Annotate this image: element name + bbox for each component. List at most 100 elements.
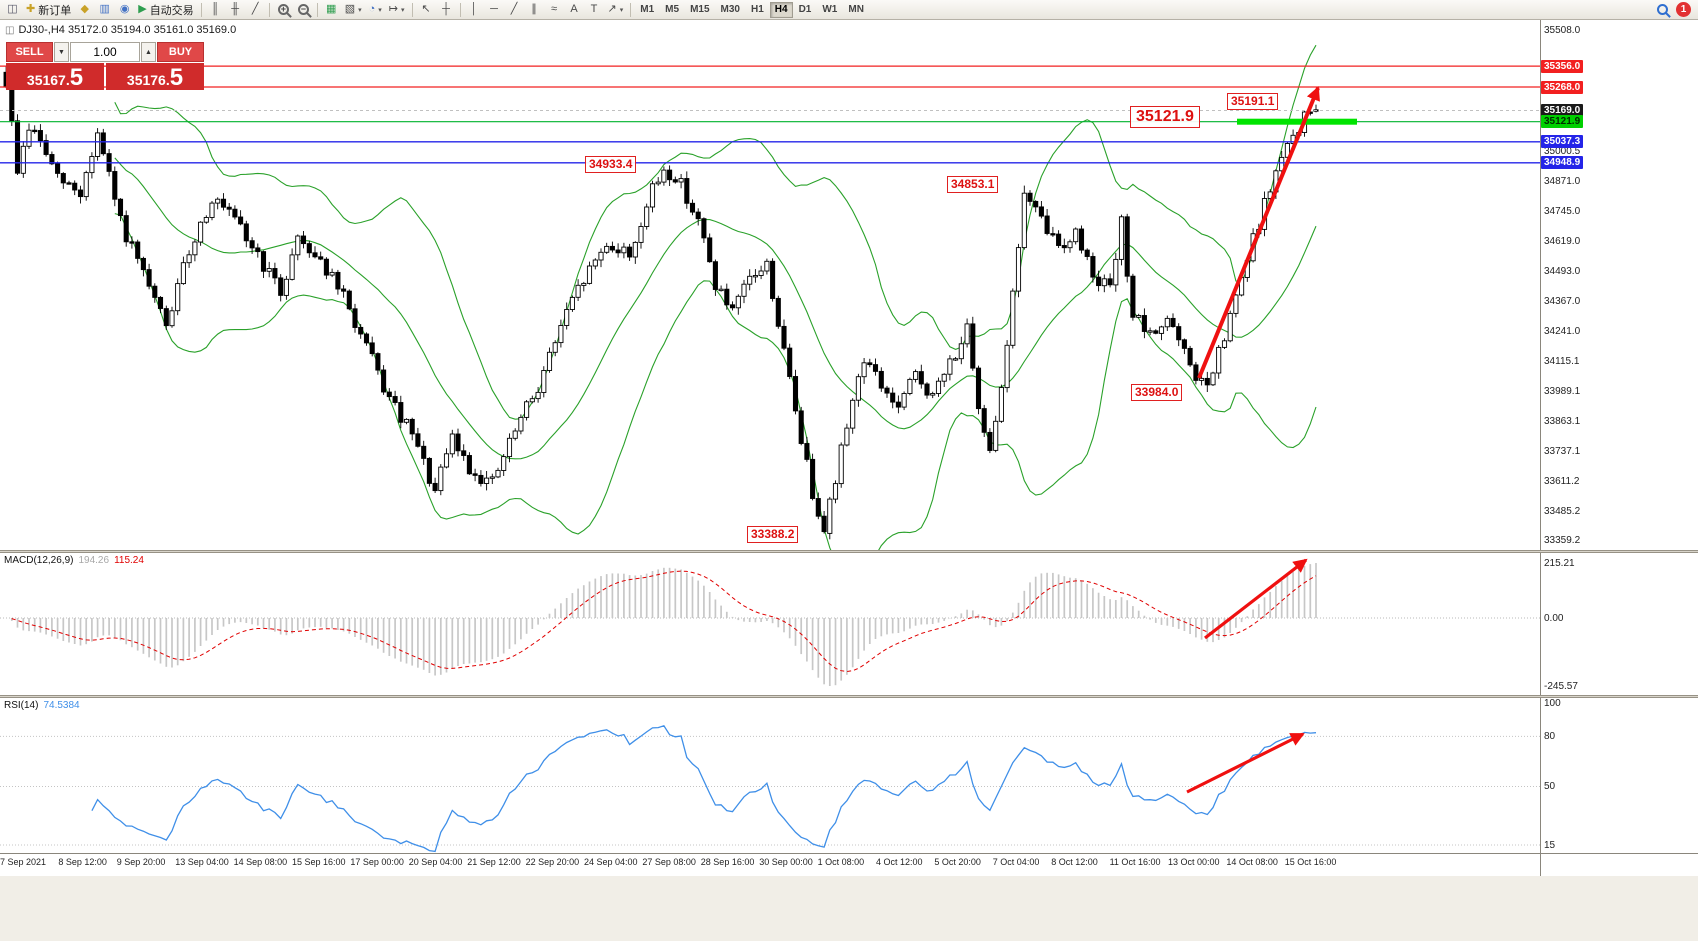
bars-chart-icon[interactable]: ║ [206,1,225,18]
market-watch-icon[interactable]: ▥ [95,1,114,18]
chart-shift-icon[interactable]: ↦ ▾ [386,1,408,18]
volume-increase-button[interactable]: ▲ [141,42,156,62]
price-axis-border [1540,20,1541,876]
autotrading-button-label: 自动交易 [149,4,194,17]
navigator-icon[interactable]: ◉ [115,1,134,18]
toolbar-right-group: 1 [1657,2,1695,17]
text-label-icon[interactable]: T [585,1,604,18]
new-chart-icon[interactable]: ▧ ▾ [342,1,365,18]
rsi-name: RSI(14) [4,700,39,711]
dropdown-arrow-icon: ▾ [401,6,405,14]
horizontal-line-icon[interactable]: ─ [485,1,504,18]
bars-chart-icon-glyph: ║ [211,3,220,15]
toolbar-separator [268,2,270,17]
new-order-glyph: ✚ [26,3,36,15]
toolbar-separator [411,2,413,17]
toolbar-separator [200,2,202,17]
sell-price-display[interactable]: 35167. 5 [6,63,104,90]
line-chart-icon-glyph: ╱ [251,3,259,15]
candlestick-chart-icon-glyph: ╫ [231,3,240,15]
timeframe-w1-button[interactable]: W1 [822,4,838,15]
tile-windows-icon[interactable]: ▦ [322,1,341,18]
timeframe-d1-button[interactable]: D1 [798,4,812,15]
tile-windows-icon-glyph: ▦ [325,3,337,15]
metaeditor-icon-glyph: ◆ [80,3,89,15]
buy-price-big-digit: 5 [169,63,184,91]
autotrading-button[interactable]: ▶ 自动交易 [135,1,196,18]
line-chart-icon[interactable]: ╱ [246,1,265,18]
chart-background[interactable] [0,20,1698,876]
arrows-tool-icon-glyph: ↗ [607,3,617,15]
zoom-out-icon[interactable]: − [294,1,313,18]
metaeditor-icon[interactable]: ◆ [75,1,94,18]
market-watch-icon-glyph: ▥ [99,3,110,15]
new-order-button-label: 新订单 [38,4,72,17]
crosshair-icon-glyph: ┼ [442,3,450,15]
chart-window-icon-glyph: ◫ [7,3,18,15]
time-axis-separator [0,853,1698,854]
buy-price-main: 35176. [126,71,170,88]
macd-signal-value: 115.24 [114,555,144,566]
trendline-icon[interactable]: ╱ [505,1,524,18]
volume-decrease-button[interactable]: ▼ [54,42,69,62]
new-order-button[interactable]: ✚ 新订单 [23,1,74,18]
timeframe-h1-button[interactable]: H1 [750,4,764,15]
chart-shift-icon-glyph: ↦ [388,3,398,15]
fibonacci-icon-glyph: ≈ [550,3,558,15]
timeframe-h4-button[interactable]: H4 [769,1,793,18]
buy-button[interactable]: BUY [157,42,204,62]
sell-button[interactable]: SELL [6,42,53,62]
autotrading-glyph: ▶ [138,3,147,15]
macd-rsi-separator[interactable] [0,695,1698,698]
cycle-icon[interactable]: ◔ ▾ [366,1,385,18]
crosshair-icon[interactable]: ┼ [437,1,456,18]
cursor-icon-glyph: ↖ [421,3,431,15]
navigator-icon-glyph: ◉ [119,3,130,15]
rsi-label: RSI(14) 74.5384 [4,700,80,711]
channel-icon-glyph: ∥ [531,3,537,15]
volume-input[interactable] [70,42,140,62]
vertical-line-icon[interactable]: │ [465,1,484,18]
macd-name: MACD(12,26,9) [4,555,74,566]
buy-price-display[interactable]: 35176. 5 [106,63,204,90]
zoom-out-icon: − [297,4,309,15]
timeframe-m15-button[interactable]: M15 [690,4,710,15]
text-icon-glyph: A [570,3,578,15]
vertical-line-icon-glyph: │ [470,3,478,15]
trendline-icon-glyph: ╱ [510,3,518,15]
cycle-icon-glyph: ◔ [368,3,376,15]
arrows-tool-icon[interactable]: ↗ ▾ [605,1,627,18]
zoom-in-icon: + [277,4,289,15]
timeframe-mn-button[interactable]: MN [848,4,864,15]
toolbar: ◫ ✚ 新订单 ◆ ▥ ◉ ▶ 自动交易 ║ ╫ ╱ + − ▦ ▧ ▾ ◔ ▾ ↦ ▾ ↖ ┼ │ ─ ╱ ∥ ≈ A T ↗ ▾ M1 M5… [0,0,1698,20]
symbol-ohlc-text: DJ30-,H4 35172.0 35194.0 35161.0 35169.0 [18,24,237,36]
symbol-info: ◫ DJ30-,H4 35172.0 35194.0 35161.0 35169… [5,24,236,36]
timeframe-m30-button[interactable]: M30 [720,4,740,15]
rsi-value: 74.5384 [43,700,80,711]
cursor-icon[interactable]: ↖ [417,1,436,18]
candlestick-chart-icon[interactable]: ╫ [226,1,245,18]
zoom-in-icon[interactable]: + [274,1,293,18]
fibonacci-icon[interactable]: ≈ [545,1,564,18]
chart-window-icon[interactable]: ◫ [3,1,22,18]
toolbar-separator [459,2,461,17]
symbol-chart-icon: ◫ [5,24,15,36]
text-label-icon-glyph: T [590,3,598,15]
dropdown-arrow-icon: ▾ [378,6,382,14]
dropdown-arrow-icon: ▾ [619,6,624,14]
sell-price-main: 35167. [26,71,70,88]
macd-main-value: 194.26 [78,555,110,566]
macd-label: MACD(12,26,9) 194.26 115.24 [4,555,144,566]
search-icon[interactable] [1657,4,1668,15]
text-icon[interactable]: A [565,1,584,18]
timeframe-m1-button[interactable]: M1 [640,4,655,15]
one-click-trading-panel: SELL ▼ ▲ BUY 35167.5 35176.5 [6,42,204,90]
sell-price-big-digit: 5 [69,63,84,91]
dropdown-arrow-icon: ▾ [358,6,362,14]
main-macd-separator[interactable] [0,550,1698,553]
timeframe-m5-button[interactable]: M5 [665,4,680,15]
notification-badge[interactable]: 1 [1676,2,1691,17]
new-chart-icon-glyph: ▧ [344,3,356,15]
trade-panel-prices: 35167. 5 35176. 5 [6,63,204,90]
channel-icon[interactable]: ∥ [525,1,544,18]
